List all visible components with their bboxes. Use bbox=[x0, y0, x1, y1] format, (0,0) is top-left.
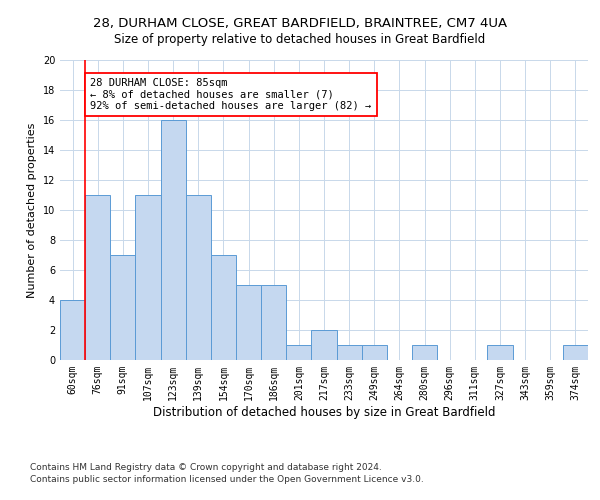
Bar bbox=[186, 195, 211, 360]
Text: Contains public sector information licensed under the Open Government Licence v3: Contains public sector information licen… bbox=[30, 475, 424, 484]
Bar bbox=[60, 300, 85, 360]
Bar bbox=[337, 345, 362, 360]
Text: Contains HM Land Registry data © Crown copyright and database right 2024.: Contains HM Land Registry data © Crown c… bbox=[30, 464, 382, 472]
Bar bbox=[161, 120, 186, 360]
Bar bbox=[85, 195, 110, 360]
Bar bbox=[412, 345, 437, 360]
Bar bbox=[211, 255, 236, 360]
Bar bbox=[563, 345, 588, 360]
Bar bbox=[110, 255, 136, 360]
Bar bbox=[236, 285, 261, 360]
Text: Size of property relative to detached houses in Great Bardfield: Size of property relative to detached ho… bbox=[115, 32, 485, 46]
Bar bbox=[487, 345, 512, 360]
Bar bbox=[136, 195, 161, 360]
Bar bbox=[362, 345, 387, 360]
Text: 28 DURHAM CLOSE: 85sqm
← 8% of detached houses are smaller (7)
92% of semi-detac: 28 DURHAM CLOSE: 85sqm ← 8% of detached … bbox=[90, 78, 371, 111]
Bar bbox=[286, 345, 311, 360]
Text: 28, DURHAM CLOSE, GREAT BARDFIELD, BRAINTREE, CM7 4UA: 28, DURHAM CLOSE, GREAT BARDFIELD, BRAIN… bbox=[93, 18, 507, 30]
Bar bbox=[311, 330, 337, 360]
X-axis label: Distribution of detached houses by size in Great Bardfield: Distribution of detached houses by size … bbox=[153, 406, 495, 418]
Bar bbox=[261, 285, 286, 360]
Y-axis label: Number of detached properties: Number of detached properties bbox=[27, 122, 37, 298]
